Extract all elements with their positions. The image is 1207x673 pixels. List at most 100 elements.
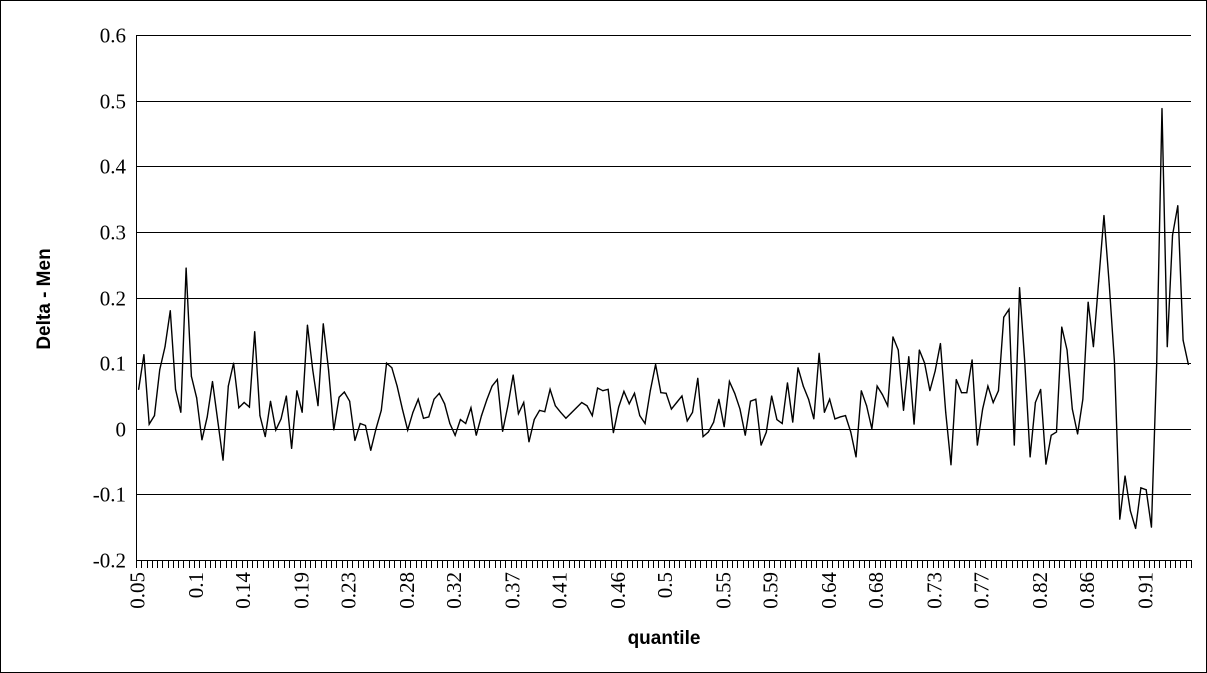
- data-point: [955, 378, 957, 381]
- y-tick-label: -0.1: [93, 483, 126, 507]
- data-point: [196, 397, 198, 399]
- x-tick-label: 0.91: [1134, 572, 1158, 609]
- data-point: [982, 408, 984, 410]
- data-point: [887, 405, 889, 407]
- data-point: [1166, 346, 1168, 348]
- data-point: [1124, 475, 1126, 477]
- data-point: [850, 431, 852, 433]
- y-axis-title: Delta - Men: [34, 248, 55, 349]
- data-point: [971, 359, 973, 361]
- data-point: [533, 418, 535, 421]
- x-tick-label: 0.41: [548, 572, 572, 609]
- data-point: [528, 441, 530, 443]
- data-point: [201, 439, 203, 441]
- data-point: [180, 411, 182, 413]
- data-point: [222, 459, 224, 461]
- data-point: [945, 411, 947, 413]
- data-point: [1040, 388, 1042, 390]
- x-tick-label: 0.73: [923, 572, 947, 609]
- data-point: [1177, 205, 1179, 207]
- data-point: [1119, 518, 1121, 520]
- data-point: [465, 422, 467, 425]
- data-point: [670, 408, 673, 410]
- data-point: [929, 390, 931, 392]
- data-point: [1135, 527, 1137, 530]
- data-point: [243, 401, 245, 404]
- data-point: [269, 400, 272, 402]
- x-tick-label: 0.77: [970, 572, 994, 609]
- data-point: [776, 418, 778, 421]
- data-point: [1045, 463, 1047, 465]
- data-point: [807, 398, 810, 400]
- data-point: [164, 346, 166, 348]
- data-point: [496, 378, 498, 381]
- data-point: [354, 439, 356, 442]
- data-point: [786, 382, 789, 384]
- x-tick-label: 0.64: [817, 572, 841, 609]
- x-tick-label: 0.05: [126, 572, 150, 609]
- data-point: [480, 415, 483, 417]
- data-point: [881, 394, 884, 396]
- y-tick-label: 0.4: [100, 155, 127, 179]
- data-point: [412, 411, 414, 413]
- data-point: [1024, 362, 1026, 364]
- data-point: [502, 430, 504, 432]
- series-line: [137, 108, 1190, 529]
- data-point: [1003, 316, 1005, 318]
- data-point: [728, 380, 731, 383]
- x-axis-title: quantile: [628, 628, 701, 649]
- y-tick-label: 0.6: [100, 24, 126, 48]
- series-layer: [137, 107, 1190, 530]
- data-point: [644, 422, 646, 425]
- data-point: [306, 324, 309, 326]
- y-tick-label: 0.3: [100, 221, 126, 245]
- data-point: [285, 395, 287, 397]
- data-point: [781, 422, 783, 425]
- data-point: [491, 385, 493, 387]
- data-point: [897, 349, 899, 351]
- data-point: [317, 405, 319, 407]
- data-point: [1076, 433, 1079, 435]
- data-point: [618, 406, 620, 408]
- data-point: [797, 367, 799, 369]
- data-point: [1061, 326, 1063, 328]
- data-point: [871, 428, 873, 430]
- data-point: [718, 398, 720, 400]
- data-point: [475, 434, 477, 436]
- data-point: [676, 401, 678, 404]
- data-point: [380, 409, 382, 411]
- data-point: [338, 396, 340, 398]
- data-point: [976, 444, 978, 446]
- data-point: [660, 392, 662, 394]
- data-point: [396, 385, 398, 387]
- data-point: [918, 349, 920, 351]
- x-tick-label: 0.28: [395, 572, 419, 609]
- data-point: [681, 395, 683, 397]
- data-point: [997, 390, 1000, 392]
- data-point: [823, 411, 825, 413]
- x-tick-label: 0.23: [337, 572, 361, 609]
- data-point: [596, 387, 599, 389]
- data-point: [924, 362, 926, 364]
- data-point: [1187, 363, 1189, 366]
- data-point: [1008, 308, 1010, 310]
- data-point: [1108, 283, 1110, 285]
- data-point: [248, 406, 251, 408]
- data-point: [153, 415, 156, 417]
- x-tick-label: 0.55: [712, 572, 736, 609]
- data-point: [327, 369, 330, 371]
- data-point: [275, 429, 277, 431]
- data-point: [818, 352, 820, 354]
- axes: [136, 35, 1192, 568]
- data-point: [686, 420, 688, 422]
- data-point: [1182, 339, 1184, 341]
- y-tick-label: 0: [116, 418, 127, 442]
- data-point: [343, 391, 345, 393]
- data-point: [591, 415, 593, 417]
- data-point: [581, 401, 583, 404]
- data-point: [771, 395, 773, 397]
- data-point: [391, 367, 393, 369]
- data-point: [428, 416, 430, 418]
- data-point: [908, 355, 910, 358]
- data-point: [433, 398, 435, 400]
